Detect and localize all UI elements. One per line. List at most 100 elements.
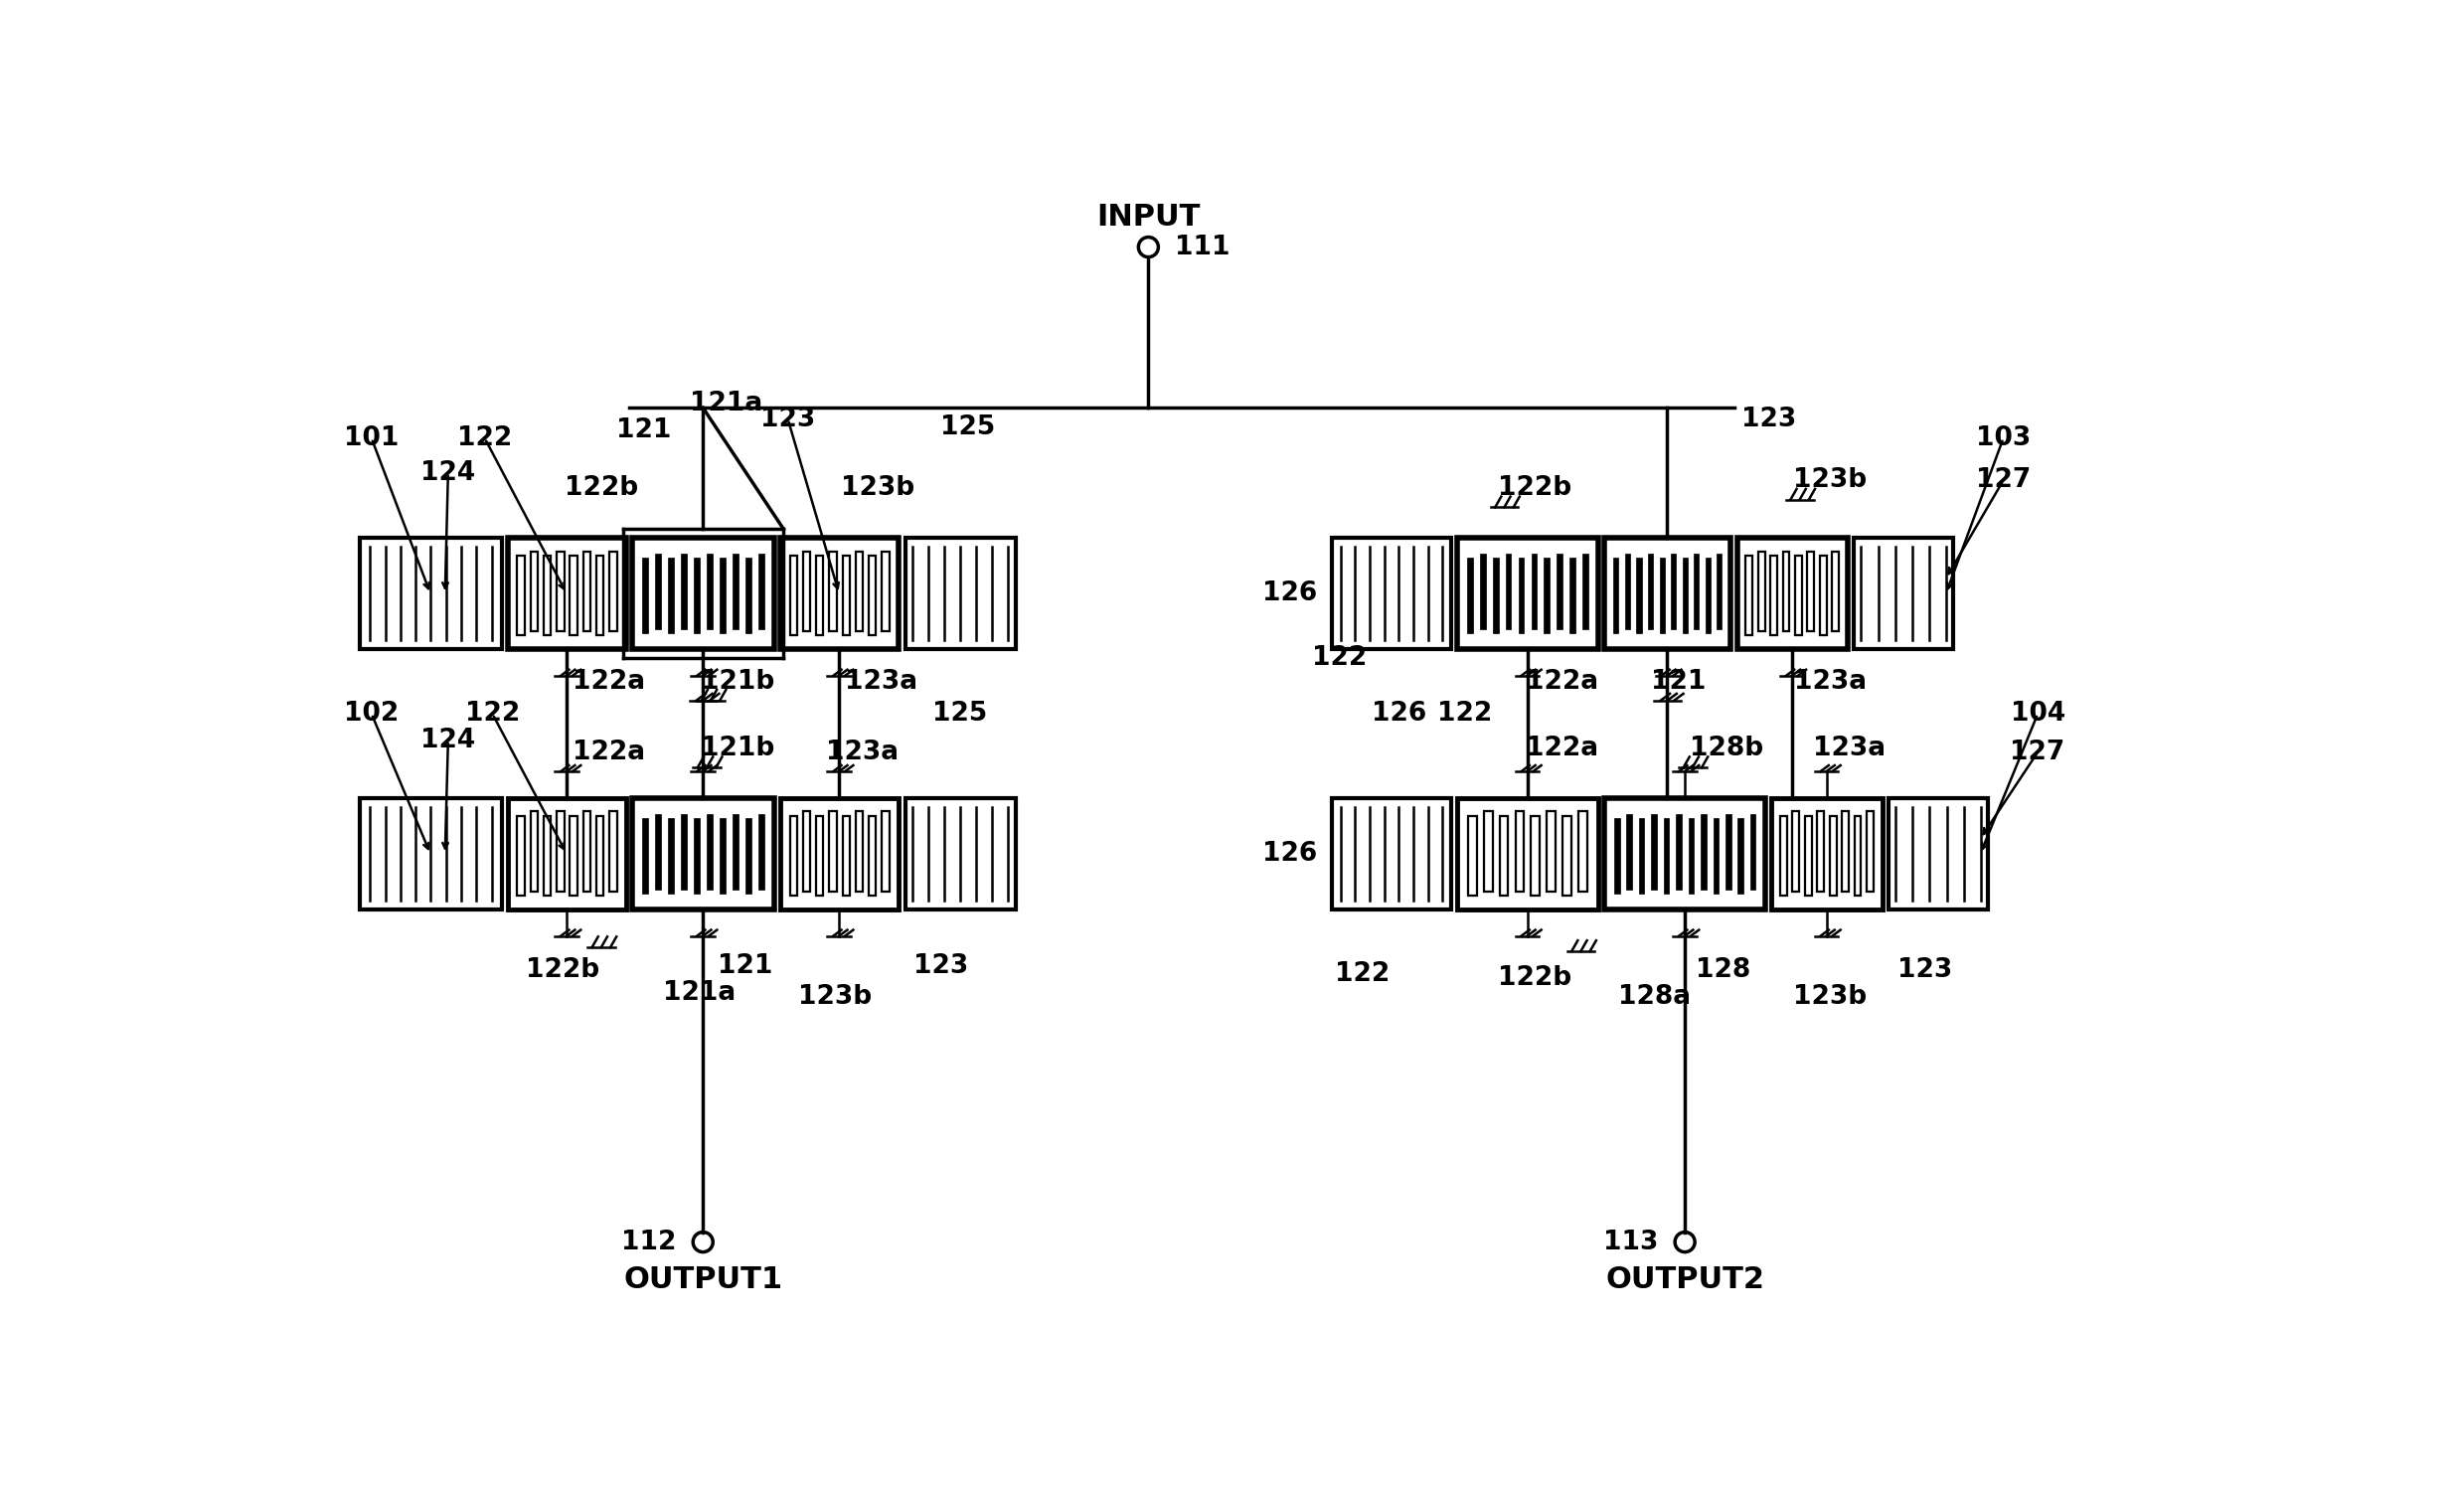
Text: 124: 124: [421, 728, 476, 754]
Bar: [1821, 555, 1826, 636]
Bar: [695, 558, 700, 634]
Bar: [1693, 554, 1700, 630]
Text: 122: 122: [1313, 646, 1368, 671]
Bar: [557, 811, 564, 891]
Bar: [1809, 551, 1814, 631]
Text: 113: 113: [1604, 1230, 1658, 1255]
Bar: [557, 551, 564, 631]
Bar: [545, 815, 552, 895]
Bar: [1469, 815, 1476, 895]
Bar: [816, 555, 823, 636]
Text: 126: 126: [1262, 841, 1318, 867]
Bar: [1604, 797, 1764, 909]
Text: 123b: 123b: [1794, 985, 1868, 1010]
Text: 122: 122: [458, 426, 513, 451]
Bar: [1481, 554, 1486, 630]
Text: 128a: 128a: [1619, 985, 1690, 1010]
Bar: [1712, 818, 1717, 894]
Bar: [747, 818, 752, 894]
Bar: [584, 551, 591, 631]
Bar: [816, 815, 823, 895]
Bar: [633, 797, 774, 909]
Bar: [1614, 558, 1619, 634]
Bar: [1705, 558, 1710, 634]
Bar: [1749, 814, 1757, 890]
Bar: [1663, 818, 1668, 894]
Bar: [1868, 811, 1873, 891]
Text: 111: 111: [1175, 235, 1230, 260]
Bar: [1717, 554, 1722, 630]
Bar: [596, 815, 604, 895]
Text: 121b: 121b: [700, 735, 774, 762]
Bar: [1614, 818, 1619, 894]
Bar: [1501, 815, 1508, 895]
Bar: [1781, 815, 1786, 895]
Bar: [1604, 538, 1730, 649]
Bar: [759, 814, 764, 890]
Bar: [1855, 815, 1860, 895]
Bar: [1772, 797, 1882, 909]
Bar: [680, 554, 687, 630]
Text: 122a: 122a: [1525, 735, 1599, 762]
Text: INPUT: INPUT: [1096, 203, 1200, 232]
Bar: [655, 814, 660, 890]
Bar: [1570, 558, 1574, 634]
Text: 123a: 123a: [1814, 735, 1885, 762]
Text: 123: 123: [1742, 407, 1796, 432]
Bar: [855, 811, 862, 891]
Bar: [1547, 811, 1555, 891]
Bar: [843, 815, 850, 895]
Bar: [545, 555, 552, 636]
Bar: [707, 554, 712, 630]
Bar: [803, 811, 811, 891]
Bar: [1582, 554, 1589, 630]
Bar: [569, 555, 577, 636]
Text: 123: 123: [914, 953, 968, 980]
Bar: [747, 558, 752, 634]
Text: 126: 126: [1370, 701, 1427, 726]
Bar: [870, 815, 877, 895]
Bar: [1626, 814, 1631, 890]
Bar: [360, 538, 503, 649]
Bar: [882, 551, 890, 631]
Text: 103: 103: [1976, 426, 2030, 451]
Text: 122a: 122a: [1525, 668, 1599, 695]
Bar: [1333, 538, 1451, 649]
Text: 127: 127: [1976, 468, 2030, 493]
Text: 122b: 122b: [1498, 475, 1572, 500]
Bar: [1794, 811, 1799, 891]
Bar: [1796, 555, 1801, 636]
Text: 101: 101: [345, 426, 399, 451]
Text: 122: 122: [466, 701, 520, 726]
Text: 102: 102: [345, 701, 399, 726]
Bar: [1658, 558, 1666, 634]
Bar: [1737, 538, 1848, 649]
Text: 121a: 121a: [663, 980, 737, 1007]
Bar: [1515, 811, 1525, 891]
Bar: [791, 815, 796, 895]
Bar: [1506, 554, 1510, 630]
Text: 121: 121: [616, 417, 673, 444]
Bar: [1651, 814, 1656, 890]
Bar: [1784, 551, 1789, 631]
Text: 123: 123: [761, 407, 816, 432]
Bar: [1676, 814, 1680, 890]
Bar: [719, 558, 724, 634]
Bar: [1747, 555, 1752, 636]
Bar: [1831, 815, 1836, 895]
Text: 123a: 123a: [845, 668, 917, 695]
Bar: [1806, 815, 1811, 895]
Text: 121a: 121a: [690, 391, 761, 417]
Bar: [781, 797, 899, 909]
Bar: [668, 558, 675, 634]
Bar: [1333, 797, 1451, 909]
Text: 122b: 122b: [564, 475, 638, 500]
Bar: [732, 814, 739, 890]
Bar: [1683, 558, 1688, 634]
Text: 112: 112: [621, 1230, 675, 1255]
Bar: [517, 815, 525, 895]
Bar: [1493, 558, 1498, 634]
Bar: [609, 811, 616, 891]
Bar: [1530, 554, 1538, 630]
Bar: [1545, 558, 1550, 634]
